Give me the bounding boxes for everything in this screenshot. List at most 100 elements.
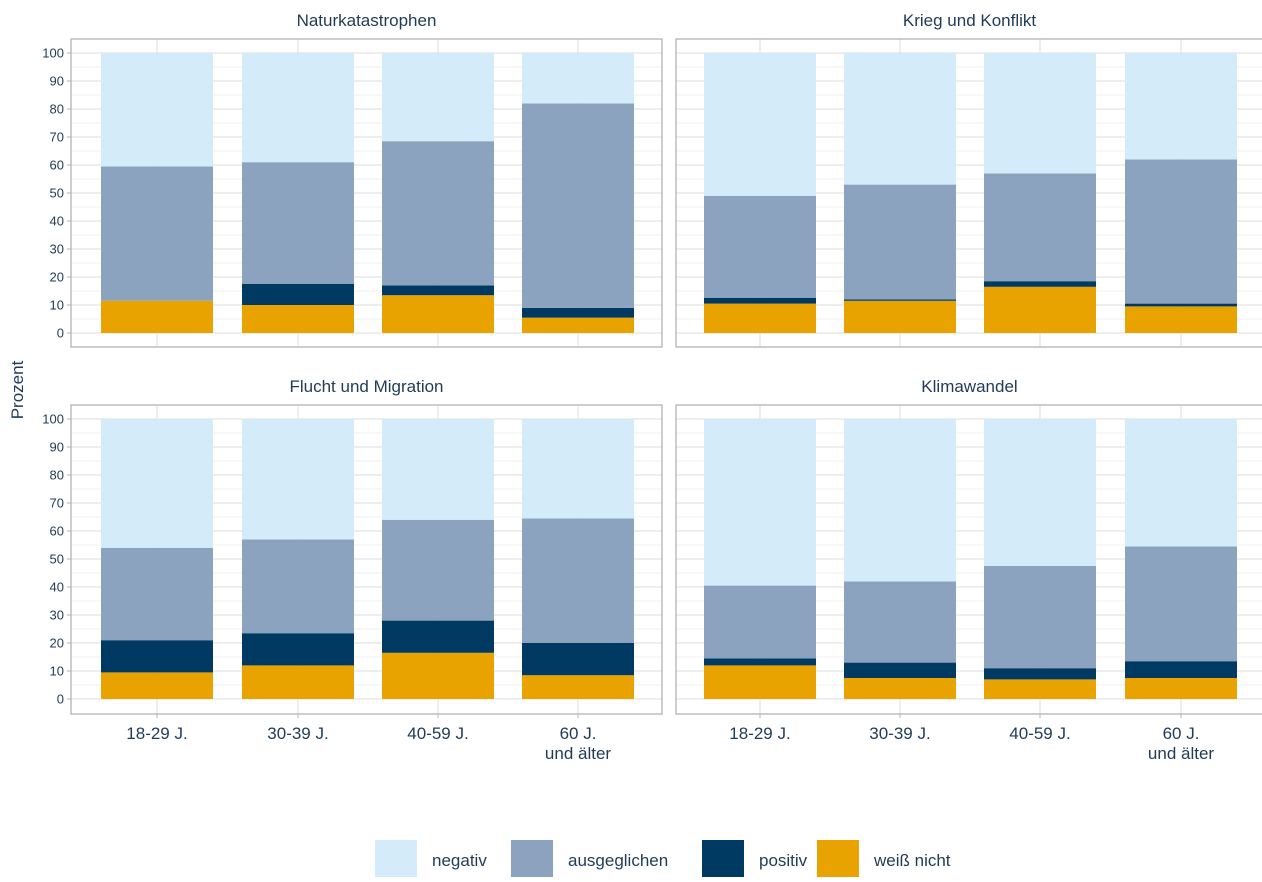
x-tick-label: und älter	[545, 744, 611, 763]
bar-segment	[382, 652, 494, 699]
legend-swatch	[375, 840, 417, 878]
y-tick-label: 20	[50, 270, 64, 285]
bar-segment	[382, 285, 494, 296]
bar-segment	[984, 286, 1096, 333]
bar-segment	[844, 419, 956, 582]
bar-segment	[844, 581, 956, 663]
y-tick-label: 80	[50, 102, 64, 117]
bar-segment	[522, 675, 634, 699]
y-tick-label: 40	[50, 214, 64, 229]
y-tick-label: 90	[50, 74, 64, 89]
x-tick-label: 30-39 J.	[267, 724, 328, 743]
panel-title: Krieg und Konflikt	[903, 11, 1037, 30]
bar-segment	[844, 678, 956, 699]
x-tick-label: 40-59 J.	[1009, 724, 1070, 743]
bar-segment	[844, 53, 956, 185]
y-tick-label: 100	[42, 46, 64, 61]
x-tick-label: 40-59 J.	[407, 724, 468, 743]
bar-segment	[704, 53, 816, 196]
y-tick-label: 70	[50, 496, 64, 511]
bar-segment	[1125, 678, 1237, 699]
bar-segment	[382, 419, 494, 520]
x-tick-label: 60 J.	[560, 724, 597, 743]
legend-label: ausgeglichen	[568, 851, 668, 870]
panel-title: Flucht und Migration	[289, 377, 443, 396]
bar-segment	[101, 672, 213, 699]
bar-segment	[522, 307, 634, 318]
y-tick-label: 70	[50, 130, 64, 145]
bar-segment	[242, 665, 354, 699]
x-tick-label: 18-29 J.	[729, 724, 790, 743]
bar-segment	[382, 620, 494, 653]
legend-label: positiv	[759, 851, 808, 870]
bar-segment	[984, 53, 1096, 174]
x-tick-label: 60 J.	[1163, 724, 1200, 743]
bar-segment	[242, 162, 354, 284]
bar-segment	[242, 305, 354, 333]
legend-label: negativ	[432, 851, 487, 870]
x-tick-label: 18-29 J.	[126, 724, 187, 743]
bar-segment	[242, 419, 354, 540]
y-tick-label: 60	[50, 158, 64, 173]
bar-segment	[984, 668, 1096, 680]
bar-segment	[101, 419, 213, 548]
y-tick-label: 0	[57, 326, 64, 341]
x-tick-label: 30-39 J.	[869, 724, 930, 743]
bar-segment	[704, 195, 816, 298]
y-tick-label: 40	[50, 580, 64, 595]
bar-segment	[522, 103, 634, 308]
y-tick-label: 30	[50, 242, 64, 257]
bar-segment	[1125, 546, 1237, 662]
bar-segment	[101, 640, 213, 673]
bar-segment	[844, 184, 956, 300]
bar-segment	[984, 173, 1096, 282]
bar-segment	[242, 53, 354, 163]
legend-swatch	[817, 840, 859, 878]
y-tick-label: 50	[50, 552, 64, 567]
y-tick-label: 100	[42, 412, 64, 427]
bar-segment	[382, 53, 494, 142]
bar-segment	[984, 281, 1096, 287]
bar-segment	[1125, 303, 1237, 307]
y-tick-label: 10	[50, 298, 64, 313]
y-tick-label: 30	[50, 608, 64, 623]
bar-segment	[382, 295, 494, 333]
bar-segment	[382, 141, 494, 286]
bar-segment	[1125, 661, 1237, 678]
y-axis-label: Prozent	[8, 360, 27, 419]
bar-segment	[101, 53, 213, 167]
y-tick-label: 80	[50, 468, 64, 483]
bar-segment	[242, 284, 354, 305]
bar-segment	[704, 298, 816, 304]
bar-segment	[522, 53, 634, 104]
y-tick-label: 90	[50, 440, 64, 455]
bar-segment	[242, 633, 354, 666]
bar-segment	[1125, 53, 1237, 160]
bar-segment	[522, 419, 634, 519]
bar-segment	[984, 679, 1096, 699]
bar-segment	[984, 566, 1096, 669]
bar-segment	[704, 585, 816, 659]
y-tick-label: 50	[50, 186, 64, 201]
y-tick-label: 20	[50, 636, 64, 651]
panel-title: Klimawandel	[921, 377, 1017, 396]
bar-segment	[844, 662, 956, 678]
bar-segment	[984, 419, 1096, 566]
bar-segment	[1125, 306, 1237, 333]
bar-segment	[522, 317, 634, 333]
bar-segment	[1125, 159, 1237, 304]
panel-title: Naturkatastrophen	[297, 11, 437, 30]
legend-swatch	[702, 840, 744, 878]
bar-segment	[704, 658, 816, 666]
legend-swatch	[511, 840, 553, 878]
panel-border-2	[675, 38, 1262, 348]
bar-segment	[522, 518, 634, 643]
bar-segment	[844, 300, 956, 333]
bar-segment	[704, 419, 816, 586]
y-tick-label: 10	[50, 664, 64, 679]
bar-segment	[382, 519, 494, 621]
bar-segment	[704, 665, 816, 699]
bar-segment	[704, 303, 816, 333]
